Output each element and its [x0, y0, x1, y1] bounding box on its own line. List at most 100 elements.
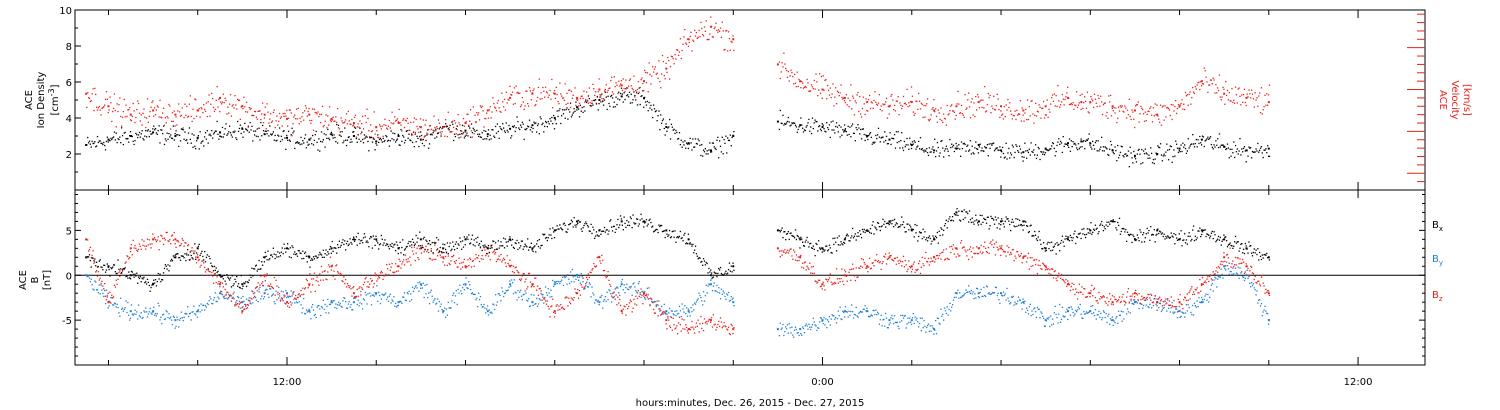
- density-point: [827, 128, 830, 131]
- density-point: [884, 131, 886, 133]
- density-point: [1180, 144, 1182, 146]
- by-point: [255, 299, 258, 301]
- by-point: [194, 312, 196, 315]
- velocity-point: [910, 101, 913, 104]
- velocity-point: [891, 93, 893, 96]
- by-point: [96, 289, 99, 291]
- bz-point: [848, 271, 850, 274]
- density-point: [653, 108, 656, 110]
- by-point: [1212, 290, 1214, 292]
- by-point: [947, 314, 949, 316]
- velocity-point: [793, 83, 795, 85]
- density-point: [570, 116, 573, 118]
- velocity-point: [582, 97, 584, 100]
- by-point: [138, 315, 141, 317]
- density-point: [1056, 144, 1058, 147]
- bz-point: [823, 285, 825, 287]
- velocity-point: [316, 113, 318, 115]
- by-point: [87, 275, 90, 277]
- by-point: [676, 310, 678, 312]
- density-point: [974, 147, 976, 149]
- velocity-point: [477, 112, 480, 114]
- velocity-point: [779, 77, 781, 80]
- velocity-point: [931, 108, 933, 110]
- density-point: [1023, 156, 1025, 158]
- density-point: [584, 110, 586, 112]
- velocity-point: [276, 115, 278, 117]
- density-point: [461, 133, 463, 135]
- velocity-point: [300, 120, 302, 123]
- by-point: [1044, 325, 1047, 327]
- density-point: [1046, 149, 1048, 151]
- velocity-point: [297, 107, 299, 110]
- bz-point: [289, 301, 291, 303]
- bz-point: [238, 303, 241, 305]
- velocity-point: [182, 127, 184, 129]
- by-point: [636, 292, 639, 294]
- bz-point: [578, 289, 581, 292]
- by-point: [213, 297, 216, 299]
- by-point: [515, 292, 517, 294]
- density-point: [732, 134, 734, 136]
- velocity-point: [139, 120, 142, 122]
- by-point: [511, 279, 513, 281]
- velocity-point: [925, 105, 927, 107]
- density-point: [864, 139, 866, 142]
- bz-point: [781, 254, 783, 256]
- density-point: [1170, 145, 1172, 148]
- bz-point: [362, 283, 365, 286]
- bz-point: [428, 257, 431, 260]
- density-point: [875, 134, 877, 137]
- by-point: [1210, 284, 1213, 286]
- by-point: [100, 284, 102, 286]
- by-point: [633, 282, 635, 284]
- density-point: [876, 137, 878, 140]
- bz-point: [360, 294, 362, 296]
- density-point: [998, 149, 1000, 151]
- velocity-point: [1217, 89, 1220, 92]
- density-point: [503, 130, 506, 132]
- velocity-point: [851, 95, 854, 97]
- bz-point: [809, 262, 811, 264]
- velocity-point: [231, 105, 233, 107]
- density-point: [126, 138, 128, 140]
- velocity-point: [452, 120, 454, 122]
- by-point: [1184, 316, 1186, 318]
- density-point: [695, 142, 698, 145]
- by-point: [1172, 311, 1174, 313]
- by-point: [609, 290, 611, 292]
- bz-point: [306, 279, 308, 282]
- density-point: [1118, 154, 1121, 156]
- bz-point: [678, 316, 681, 318]
- bz-point: [597, 256, 599, 258]
- by-point: [382, 294, 384, 296]
- density-point: [181, 128, 183, 130]
- bz-point: [324, 270, 326, 272]
- density-point: [963, 142, 965, 144]
- density-point: [601, 93, 603, 95]
- by-point: [288, 295, 291, 297]
- bz-point: [347, 285, 349, 287]
- velocity-point: [921, 103, 923, 106]
- velocity-point: [1000, 105, 1003, 108]
- density-point: [272, 131, 275, 133]
- by-point: [1011, 296, 1014, 298]
- by-point: [519, 289, 522, 291]
- by-point: [86, 274, 88, 277]
- density-point: [732, 135, 735, 137]
- by-point: [1092, 304, 1094, 307]
- by-point: [584, 287, 586, 290]
- density-point: [593, 99, 595, 102]
- velocity-point: [202, 111, 204, 114]
- density-point: [508, 124, 510, 127]
- velocity-point: [882, 103, 884, 105]
- by-point: [1005, 299, 1007, 301]
- bz-point: [567, 305, 569, 307]
- density-point: [366, 136, 368, 138]
- velocity-point: [453, 126, 455, 129]
- density-point: [910, 144, 913, 146]
- density-point: [778, 128, 781, 131]
- velocity-point: [868, 98, 870, 101]
- by-point: [1072, 311, 1074, 314]
- bz-point: [284, 295, 286, 297]
